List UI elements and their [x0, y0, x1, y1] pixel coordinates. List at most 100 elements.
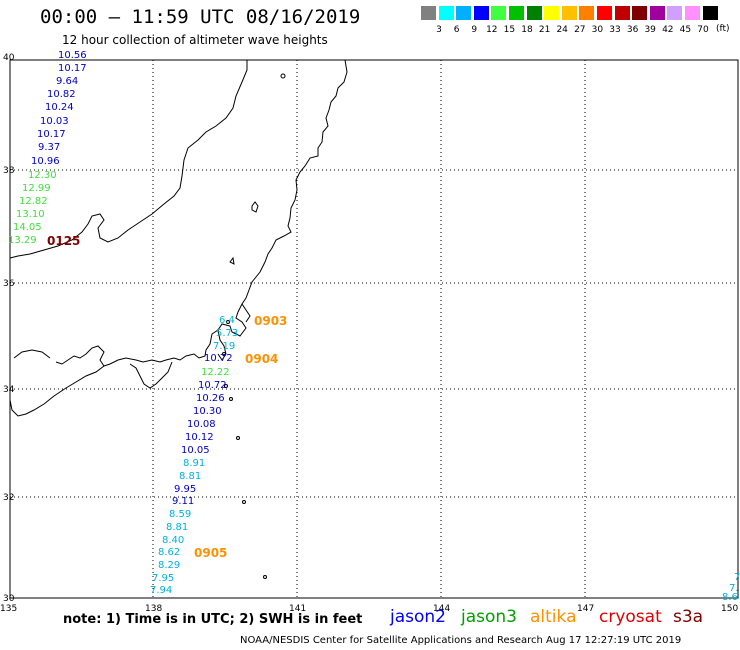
wave-height-label: 5.73 — [216, 328, 239, 339]
scale-label: 39 — [644, 25, 656, 35]
scale-label: 36 — [626, 25, 639, 35]
map-frame — [9, 59, 739, 599]
wave-height-label: 10.17 — [37, 129, 66, 140]
wave-height-label: 10.17 — [58, 63, 87, 74]
wave-height-label: 10.30 — [193, 406, 222, 417]
scale-label: 33 — [609, 25, 621, 35]
wave-height-label: 10.05 — [181, 445, 210, 456]
pass-time-label: 0904 — [245, 352, 279, 366]
footnote: note: 1) Time is in UTC; 2) SWH is in fe… — [63, 612, 363, 627]
wave-height-label: 10.12 — [185, 432, 214, 443]
scale-swatch — [685, 6, 700, 20]
island — [226, 320, 230, 324]
wave-height-label: 8.40 — [162, 535, 185, 546]
kii-peninsula — [129, 361, 173, 389]
island — [224, 384, 228, 388]
wave-height-label: 7.95 — [152, 573, 175, 584]
scale-swatch — [702, 6, 718, 20]
wave-height-label: 13.10 — [16, 209, 45, 220]
scale-label: 12 — [486, 25, 498, 35]
scale-swatch — [544, 6, 560, 20]
wave-height-label: 8.62 — [158, 547, 181, 558]
wave-height-label: 10.26 — [196, 393, 225, 404]
wave-height-label: 12.30 — [28, 170, 57, 181]
legend-s3a: s3a — [673, 607, 704, 627]
scale-swatch — [649, 6, 665, 20]
scale-label: 30 — [591, 25, 604, 35]
lon-label: 141 — [289, 604, 306, 614]
scale-swatch — [456, 6, 472, 20]
wave-height-label: 9.95 — [174, 484, 197, 495]
legend-altika: altika — [530, 607, 577, 627]
shikoku-coast — [9, 365, 105, 417]
island — [242, 500, 246, 504]
wave-height-label: 8.29 — [158, 560, 181, 571]
wave-height-label: 9.37 — [38, 142, 61, 153]
wave-height-label: 10.96 — [31, 156, 60, 167]
shikoku-north — [13, 349, 51, 359]
scale-label: 15 — [503, 25, 516, 35]
lat-label: 40 — [3, 53, 15, 63]
wave-height-label: 12.99 — [22, 183, 51, 194]
wave-height-label: 7.94 — [150, 585, 173, 596]
wave-height-label: 10.08 — [187, 419, 216, 430]
boso-peninsula — [241, 303, 251, 323]
wave-height-label: 13.29 — [8, 235, 37, 246]
wave-height-label: 8.91 — [183, 458, 206, 469]
scale-swatch — [579, 6, 595, 20]
scale-swatch — [561, 6, 577, 20]
island — [229, 256, 235, 265]
island — [263, 575, 267, 579]
scale-label: 9 — [471, 25, 478, 35]
wave-height-label: 9.64 — [56, 76, 79, 87]
scale-swatch — [491, 6, 507, 20]
lon-label: 144 — [433, 604, 450, 614]
scale-swatch — [421, 6, 436, 20]
scale-label: 18 — [521, 25, 533, 35]
map-subtitle: 12 hour collection of altimeter wave hei… — [62, 33, 328, 47]
scale-label: 27 — [574, 25, 586, 35]
legend-cryosat: cryosat — [599, 607, 662, 627]
credit-line: NOAA/NESDIS Center for Satellite Applica… — [240, 635, 682, 646]
wave-height-label: 7. — [729, 583, 739, 594]
wave-height-label: 10.82 — [47, 89, 76, 100]
wave-height-label: 8.6 — [722, 592, 738, 603]
sado-island — [251, 201, 259, 213]
wave-height-label: 10.56 — [58, 50, 87, 61]
coastline — [9, 59, 348, 417]
scale-label: 42 — [662, 25, 674, 35]
scale-swatch — [473, 6, 489, 20]
scale-label: 70 — [697, 25, 709, 35]
wave-height-label: 14.05 — [13, 222, 42, 233]
lon-label: 138 — [145, 604, 162, 614]
wave-height-label: 9.11 — [172, 496, 195, 507]
island — [236, 436, 240, 440]
legend-jason2: jason2 — [390, 607, 446, 627]
lon-label: 150 — [721, 604, 738, 614]
scale-label: 3 — [436, 25, 442, 35]
legend-jason3: jason3 — [461, 607, 517, 627]
pass-time-label: 0125 — [47, 234, 81, 248]
map-title: 00:00 – 11:59 UTC 08/16/2019 — [40, 6, 361, 28]
island — [280, 73, 286, 79]
graticule-grid — [10, 60, 738, 598]
wave-height-label: 6.4 — [219, 315, 235, 326]
scale-label: 24 — [556, 25, 568, 35]
lat-label: 32 — [3, 493, 14, 503]
islands — [222, 73, 286, 579]
scale-swatch — [526, 6, 542, 20]
island — [229, 397, 233, 401]
lat-label: 36 — [3, 279, 15, 289]
wave-height-label: 12.22 — [201, 367, 230, 378]
lat-label: 30 — [3, 594, 15, 604]
lon-label: 147 — [577, 604, 594, 614]
scale-swatch — [509, 6, 524, 20]
scale-swatch — [597, 6, 612, 20]
scale-swatch — [614, 6, 630, 20]
scale-swatch — [632, 6, 648, 20]
wave-height-label: 7 — [734, 572, 740, 583]
axis-labels: 40 38 36 34 32 30 135 138 141 144 147 15… — [0, 53, 738, 614]
wave-height-label: 10.03 — [40, 116, 69, 127]
